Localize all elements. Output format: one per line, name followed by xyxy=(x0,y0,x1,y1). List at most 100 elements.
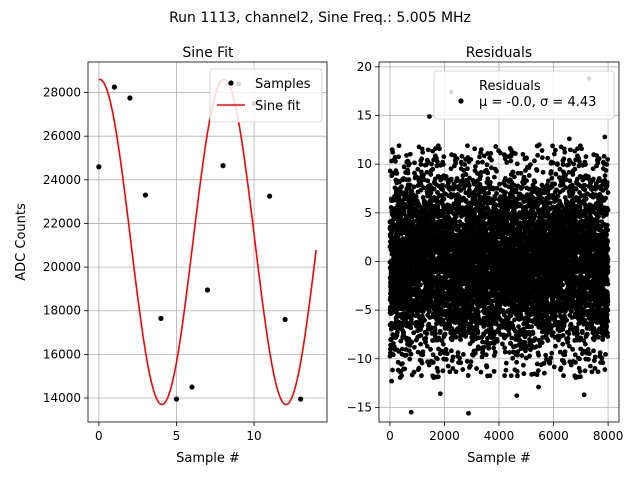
residual-point xyxy=(486,345,492,351)
residual-point xyxy=(402,366,408,372)
sine-fit-title: Sine Fit xyxy=(182,45,234,61)
residual-point xyxy=(504,160,510,165)
residual-point xyxy=(514,359,520,365)
residual-point xyxy=(403,352,409,358)
residual-point xyxy=(491,368,497,374)
residual-point xyxy=(486,190,492,196)
residual-point xyxy=(431,186,437,192)
y-tick-label: 14000 xyxy=(43,391,81,405)
residual-point xyxy=(475,160,481,165)
sample-point xyxy=(220,163,226,169)
residual-point xyxy=(443,347,449,352)
residual-point xyxy=(419,323,425,328)
residual-point xyxy=(443,357,449,362)
residual-point xyxy=(515,373,520,379)
residual-point xyxy=(458,360,464,366)
residual-point xyxy=(511,182,517,188)
residual-point xyxy=(448,176,454,182)
residual-point xyxy=(493,144,499,149)
residual-point xyxy=(512,151,518,157)
residual-point xyxy=(502,345,508,351)
residual-point xyxy=(483,352,489,358)
residual-point xyxy=(393,158,398,164)
residual-point xyxy=(510,355,516,361)
sample-point xyxy=(111,84,117,90)
residual-point xyxy=(520,151,526,157)
residual-point xyxy=(514,161,520,167)
residual-point xyxy=(422,317,427,323)
y-tick-label: 18000 xyxy=(43,304,81,318)
residual-point xyxy=(494,338,500,344)
residual-point xyxy=(460,352,466,357)
residual-point xyxy=(485,170,491,176)
residuals-points-layer xyxy=(387,76,611,416)
y-tick-label: 16000 xyxy=(43,347,81,361)
residual-point xyxy=(453,160,459,166)
residual-point xyxy=(465,143,470,149)
residual-point xyxy=(445,363,451,369)
residual-point xyxy=(396,154,401,160)
residual-point xyxy=(430,359,436,365)
residual-point xyxy=(440,162,446,167)
y-tick-label: 26000 xyxy=(43,129,81,143)
residual-point xyxy=(406,177,412,183)
residual-point xyxy=(521,371,527,377)
residual-point xyxy=(441,154,447,160)
x-tick-label: 5 xyxy=(173,429,181,443)
residual-point xyxy=(441,196,447,202)
sample-point xyxy=(127,95,133,101)
residual-point xyxy=(440,341,446,347)
residual-point xyxy=(411,369,417,375)
residual-point xyxy=(453,218,458,224)
sine-fit-legend-box xyxy=(209,68,323,123)
residual-point xyxy=(484,364,490,370)
residual-point xyxy=(435,356,440,362)
residual-point xyxy=(488,151,494,156)
residual-point xyxy=(390,149,396,155)
residual-point xyxy=(407,182,413,188)
residual-point xyxy=(494,191,499,196)
residual-point xyxy=(396,143,402,149)
residual-point xyxy=(420,349,426,355)
sample-point xyxy=(298,396,304,402)
figure-title: Run 1113, channel2, Sine Freq.: 5.005 MH… xyxy=(169,10,471,26)
residual-point xyxy=(437,328,443,334)
residual-point xyxy=(440,182,445,188)
residual-point xyxy=(428,190,434,196)
sine-fit-line-layer xyxy=(98,78,317,406)
residual-point xyxy=(389,336,394,342)
residual-point xyxy=(477,154,482,160)
residual-point xyxy=(484,162,490,168)
legend-sine-fit-label: Sine fit xyxy=(255,99,301,114)
residual-point xyxy=(518,170,524,176)
sine-fit-curve xyxy=(98,78,317,406)
residual-point xyxy=(463,172,469,177)
residual-point xyxy=(491,174,497,180)
residual-point xyxy=(408,351,414,357)
sample-point xyxy=(189,384,195,390)
residual-point xyxy=(421,185,427,191)
residual-point xyxy=(401,164,407,170)
residuals-panel: Residuals 0 2000 4000 6000 8000 −15−10−50510… xyxy=(347,45,624,466)
residual-point xyxy=(459,153,465,159)
residual-point xyxy=(472,146,478,152)
sine-fit-panel: Sine Fit 0 5 10 14000160001800020000220002… xyxy=(14,45,328,466)
residual-point xyxy=(481,345,487,350)
residual-point xyxy=(491,345,497,351)
residual-point xyxy=(418,341,424,347)
residual-point xyxy=(424,331,430,337)
residual-point xyxy=(475,330,481,336)
y-tick-label: 20000 xyxy=(43,260,81,274)
residual-point xyxy=(487,179,493,185)
residual-point xyxy=(508,158,514,164)
legend-samples-marker xyxy=(228,80,234,86)
residual-point xyxy=(435,374,441,380)
residual-point xyxy=(429,161,434,167)
residual-point xyxy=(440,368,446,374)
sample-point xyxy=(282,316,288,323)
residuals-title: Residuals xyxy=(466,45,532,61)
residual-point xyxy=(503,190,508,195)
sample-point xyxy=(266,193,273,199)
sine-fit-xlabel: Sample # xyxy=(176,451,240,466)
residual-point xyxy=(508,373,514,379)
